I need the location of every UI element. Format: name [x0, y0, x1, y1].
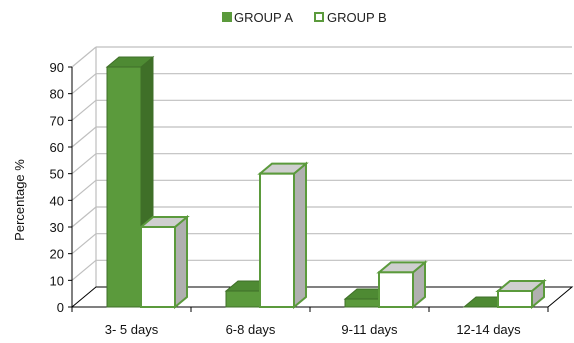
- bar-face: [225, 290, 261, 308]
- bar-group-b: [257, 161, 309, 310]
- gridline-side: [71, 153, 97, 175]
- bars: [105, 55, 547, 310]
- y-tick-label: 90: [50, 60, 64, 75]
- gridline-side: [71, 259, 97, 281]
- y-tick-label: 80: [50, 87, 64, 102]
- bar-group-b: [495, 278, 547, 310]
- legend-label-group-a: GROUP A: [234, 10, 293, 25]
- y-axis-title: Percentage %: [12, 159, 27, 241]
- x-tick-label: 9-11 days: [341, 322, 398, 337]
- x-tick-label: 12-14 days: [456, 322, 521, 337]
- gridline-side: [71, 233, 97, 255]
- bar-face: [378, 271, 414, 309]
- gridline-side: [71, 179, 97, 201]
- tick-labels: 0 10 20 30 40 50 60 70 80 90 3- 5 days 6-8 days 9-11…: [50, 60, 522, 337]
- y-tick-label: 60: [50, 140, 64, 155]
- gridline-side: [71, 206, 97, 228]
- bar-face: [106, 66, 142, 308]
- bar-face: [497, 290, 533, 308]
- x-tick-label: 3- 5 days: [105, 322, 159, 337]
- bar-face: [259, 172, 295, 308]
- bar-face: [344, 298, 380, 308]
- bar-side: [174, 214, 188, 310]
- y-tick-label: 10: [50, 273, 64, 288]
- legend-label-group-b: GROUP B: [327, 10, 387, 25]
- y-tick-label: 50: [50, 167, 64, 182]
- y-tick-label: 70: [50, 113, 64, 128]
- gridline-side: [71, 126, 97, 148]
- y-tick-label: 20: [50, 247, 64, 262]
- x-tick-label: 6-8 days: [226, 322, 276, 337]
- bar-side: [293, 161, 307, 310]
- bar-group-b: [376, 260, 428, 310]
- y-tick-label: 0: [57, 300, 64, 315]
- legend-swatch-group-a: [222, 12, 232, 22]
- bar-group-b: [138, 214, 190, 310]
- legend: GROUP A GROUP B: [222, 10, 387, 25]
- y-tick-label: 40: [50, 193, 64, 208]
- legend-swatch-group-b: [314, 12, 324, 22]
- bar-face: [140, 226, 176, 308]
- gridline-side: [71, 73, 97, 95]
- gridline-side: [71, 99, 97, 121]
- y-tick-label: 30: [50, 220, 64, 235]
- gridline-side: [71, 46, 97, 68]
